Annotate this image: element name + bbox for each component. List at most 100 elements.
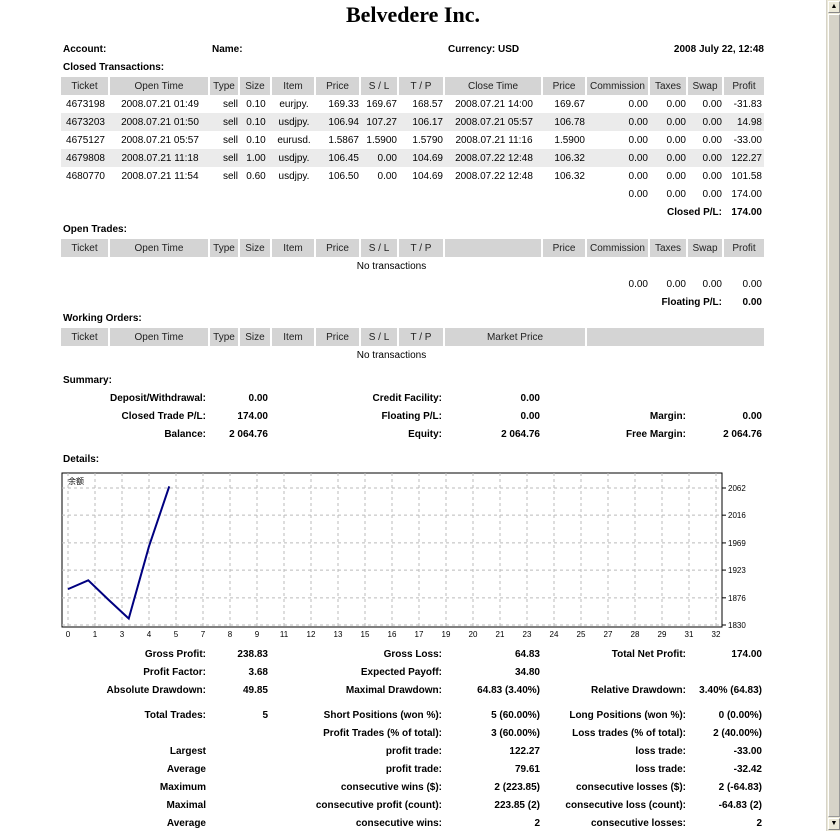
stat-value: -64.83 (2) [688,796,764,814]
table-cell: 106.94 [316,113,361,131]
y-tick-label: 2016 [728,511,746,520]
chart-title: 余额 [68,476,84,486]
stat-label: profit trade: [270,742,444,760]
column-header: Price [316,239,361,257]
column-header [587,328,764,346]
x-tick-label: 24 [550,630,559,639]
x-tick-label: 25 [577,630,586,639]
open-trades-heading: Open Trades: [63,224,127,235]
stat-value: 0.00 [208,389,270,407]
stat-value: 2 (40.00%) [688,724,764,742]
scroll-up-arrow-icon[interactable]: ▲ [828,1,840,13]
table-cell: 104.69 [399,167,445,185]
total-cell: 0.00 [587,185,650,203]
table-cell: eurusd. [272,131,316,149]
total-cell: 174.00 [724,185,764,203]
stat-label: Maximal Drawdown: [270,681,444,699]
stat-value: 3.40% (64.83) [688,681,764,699]
stat-value: 0 (0.00%) [688,706,764,724]
stat-label: Gross Profit: [61,645,208,663]
empty-row: No transactions [61,346,764,364]
stat-value: -32.42 [688,760,764,778]
column-header [445,239,543,257]
table-cell: 169.67 [543,95,587,113]
stat-value: 0.00 [444,389,542,407]
table-cell: 107.27 [361,113,399,131]
stat-label: Free Margin: [542,425,688,443]
working-orders-heading: Working Orders: [63,313,142,324]
total-cell: 0.00 [650,185,688,203]
column-header: Item [272,239,316,257]
table-cell: eurjpy. [272,95,316,113]
x-tick-label: 28 [631,630,640,639]
spacer [61,185,587,203]
stat-label: Credit Facility: [270,389,444,407]
stat-label: Profit Factor: [61,663,208,681]
stat-value: 64.83 (3.40%) [444,681,542,699]
stat-value: 79.61 [444,760,542,778]
table-cell: 1.5867 [316,131,361,149]
x-tick-label: 11 [280,630,289,639]
stat-label: Long Positions (won %): [542,706,688,724]
closed-pl-value: 174.00 [724,203,764,221]
stat-label: Closed Trade P/L: [61,407,208,425]
column-header: Size [240,239,272,257]
stat-label [542,663,688,681]
scroll-down-arrow-icon[interactable]: ▼ [828,818,840,830]
column-header: Swap [688,77,724,95]
table-cell: 0.00 [688,149,724,167]
table-cell: 106.32 [543,167,587,185]
stat-value: 49.85 [208,681,270,699]
stat-label: profit trade: [270,760,444,778]
table-cell: 0.00 [688,167,724,185]
spacer [61,275,587,293]
table-cell: 2008.07.21 01:49 [110,95,210,113]
x-tick-label: 16 [388,630,397,639]
x-tick-label: 23 [523,630,532,639]
column-header: Open Time [110,328,210,346]
table-cell: 2008.07.21 05:57 [445,113,543,131]
table-cell: sell [210,95,240,113]
stat-value: 2 [444,814,542,832]
table-cell: 0.10 [240,131,272,149]
stats-row: Profit Trades (% of total):3 (60.00%)Los… [61,724,764,742]
table-cell: 0.00 [688,95,724,113]
table-cell: -33.00 [724,131,764,149]
x-tick-label: 15 [361,630,370,639]
vertical-scrollbar[interactable]: ▲ ▼ [826,0,840,831]
column-header: Ticket [61,77,110,95]
table-cell: 2008.07.21 01:50 [110,113,210,131]
table-cell: 2008.07.21 11:18 [110,149,210,167]
floating-pl-value: 0.00 [724,293,764,311]
x-tick-label: 20 [469,630,478,639]
table-cell: usdjpy. [272,167,316,185]
column-header: Ticket [61,328,110,346]
table-cell: 0.10 [240,113,272,131]
column-header: T / P [399,77,445,95]
column-header: Item [272,77,316,95]
stat-value: 5 [208,706,270,724]
table-cell: 0.00 [688,113,724,131]
x-tick-label: 3 [120,630,125,639]
details-heading: Details: [63,454,99,465]
table-cell: 2008.07.22 12:48 [445,149,543,167]
stat-value: 5 (60.00%) [444,706,542,724]
column-header: Size [240,328,272,346]
total-cell: 0.00 [688,275,724,293]
column-header: Commission [587,77,650,95]
column-header: T / P [399,239,445,257]
x-tick-label: 21 [496,630,505,639]
total-cell: 0.00 [650,275,688,293]
stat-label: Absolute Drawdown: [61,681,208,699]
y-tick-label: 2062 [728,484,746,493]
total-cell: 0.00 [587,275,650,293]
stat-label: loss trade: [542,760,688,778]
stat-label: Total Trades: [61,706,208,724]
x-tick-label: 13 [334,630,343,639]
scrollbar-thumb[interactable] [828,14,840,817]
